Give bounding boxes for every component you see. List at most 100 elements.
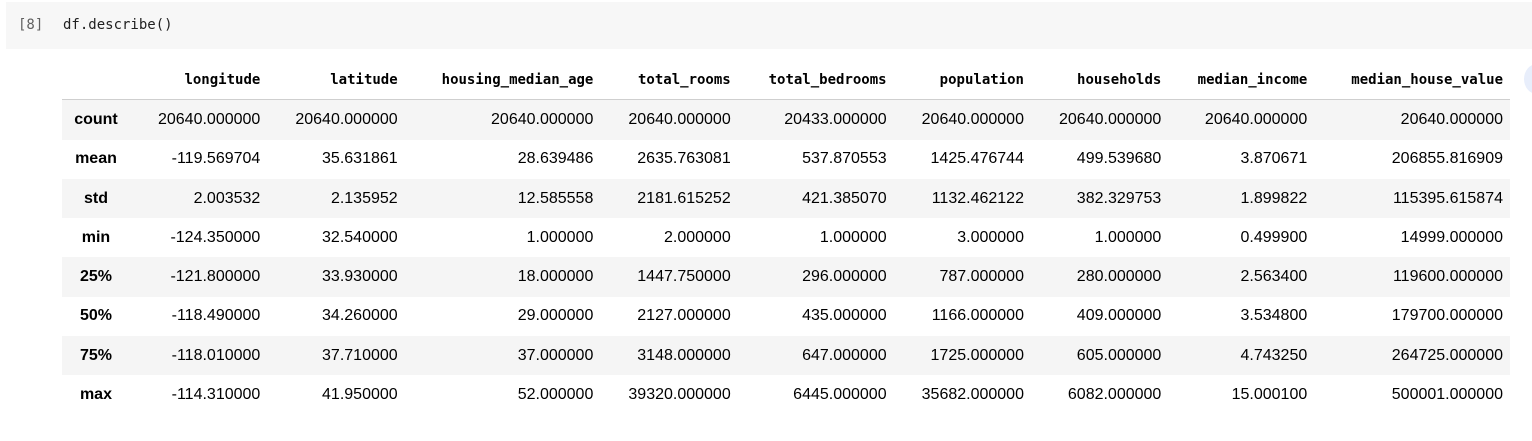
table-cell: 179700.000000 <box>1391 307 1503 325</box>
table-cell: 20640.000000 <box>1400 110 1503 128</box>
row-label: count <box>74 110 118 128</box>
table-cell: 280.000000 <box>1076 268 1162 286</box>
table-cell: 20640.000000 <box>157 110 261 128</box>
column-header: housing_median_age <box>404 60 601 101</box>
table-cell: 500001.000000 <box>1391 386 1503 404</box>
table-cell: 34.260000 <box>322 307 398 325</box>
column-header: households <box>1030 60 1169 101</box>
table-row: 50% -118.490000 34.260000 29.000000 2127.000… <box>62 297 1510 336</box>
table-cell: 119600.000000 <box>1392 268 1503 286</box>
table-cell: 29.000000 <box>517 307 594 325</box>
output-action-button[interactable] <box>1524 64 1532 94</box>
table-row: count 20640.000000 20640.000000 20640.00000… <box>62 99 1510 140</box>
table-cell: 605.000000 <box>1076 346 1162 364</box>
column-header: population <box>893 60 1031 101</box>
table-cell: -114.310000 <box>171 386 261 404</box>
table-cell: 35.631861 <box>322 150 398 168</box>
table-cell: 2.000000 <box>663 228 731 246</box>
table-cell: 382.329753 <box>1076 189 1162 207</box>
describe-table: longitude latitude housing_median_age total… <box>62 60 1510 415</box>
table-cell: 3148.000000 <box>637 346 731 364</box>
table-cell: 20640.000000 <box>1204 110 1308 128</box>
table-cell: 2.135952 <box>330 189 398 207</box>
table-cell: 6445.000000 <box>793 386 887 404</box>
table-cell: 296.000000 <box>802 268 887 286</box>
table-cell: 20640.000000 <box>1059 110 1162 128</box>
column-header: median_income <box>1168 60 1315 101</box>
table-cell: 15.000100 <box>1231 386 1308 404</box>
column-header: latitude <box>267 60 405 101</box>
table-cell: -124.350000 <box>170 228 261 246</box>
table-cell: 3.000000 <box>957 228 1024 246</box>
table-cell: 647.000000 <box>802 346 887 364</box>
table-cell: 2.563400 <box>1240 268 1308 286</box>
table-cell: 499.539680 <box>1076 150 1162 168</box>
table-row: std 2.003532 2.135952 12.585558 2181.615252 4… <box>62 178 1510 219</box>
table-cell: 20640.000000 <box>628 110 731 128</box>
table-cell: 409.000000 <box>1076 307 1162 325</box>
column-header: total_rooms <box>600 60 738 101</box>
table-cell: 4.743250 <box>1240 346 1308 364</box>
table-cell: 18.000000 <box>517 268 594 286</box>
table-cell: 1132.462122 <box>931 189 1024 207</box>
table-row: min -124.350000 32.540000 1.000000 2.000000 1… <box>62 218 1510 257</box>
table-cell: 6082.000000 <box>1067 386 1162 404</box>
execution-count: [8] <box>18 17 44 33</box>
table-cell: -121.800000 <box>170 268 261 286</box>
table-cell: 37.000000 <box>517 346 594 364</box>
table-cell: 0.499900 <box>1240 228 1308 246</box>
table-cell: 2635.763081 <box>637 150 731 168</box>
table-cell: 115395.615874 <box>1392 189 1503 207</box>
table-cell: 37.710000 <box>322 346 398 364</box>
table-cell: 2127.000000 <box>637 307 731 325</box>
column-header: total_bedrooms <box>737 60 894 101</box>
table-cell: 28.639486 <box>517 150 594 168</box>
table-row: 25% -121.800000 33.930000 18.000000 1447.750… <box>62 257 1510 297</box>
table-cell: -118.490000 <box>171 307 261 325</box>
table-cell: 206855.816909 <box>1391 150 1503 168</box>
table-cell: 41.950000 <box>322 386 398 404</box>
table-cell: 1725.000000 <box>930 346 1024 364</box>
table-cell: 20640.000000 <box>295 110 398 128</box>
row-label: 50% <box>79 307 112 325</box>
table-cell: 1447.750000 <box>637 268 731 286</box>
row-label: 75% <box>79 346 112 364</box>
table-cell: 264725.000000 <box>1391 346 1503 364</box>
table-cell: -119.569704 <box>171 150 261 168</box>
table-cell: 1.000000 <box>526 228 594 246</box>
table-cell: 2181.615252 <box>637 189 731 207</box>
table-cell: 52.000000 <box>517 386 594 404</box>
row-label: mean <box>75 150 117 168</box>
column-header: median_house_value <box>1314 60 1510 101</box>
table-cell: 14999.000000 <box>1400 228 1503 246</box>
table-cell: 39320.000000 <box>628 386 731 404</box>
table-cell: -118.010000 <box>171 346 261 364</box>
table-cell: 1166.000000 <box>931 307 1024 325</box>
table-row: mean -119.569704 35.631861 28.639486 2635.76… <box>62 140 1510 179</box>
table-cell: 12.585558 <box>517 189 594 207</box>
table-cell: 537.870553 <box>802 150 887 168</box>
code-text[interactable]: df.describe() <box>63 17 173 33</box>
table-cell: 421.385070 <box>802 189 887 207</box>
table-cell: 1.000000 <box>819 228 887 246</box>
row-label: max <box>79 386 112 404</box>
table-cell: 33.930000 <box>322 268 398 286</box>
row-label: 25% <box>79 268 112 286</box>
table-cell: 2.003532 <box>193 189 261 207</box>
table-cell: 3.870671 <box>1240 150 1308 168</box>
table-cell: 3.534800 <box>1240 307 1308 325</box>
column-header: longitude <box>129 60 268 101</box>
table-cell: 435.000000 <box>802 307 887 325</box>
table-cell: 1425.476744 <box>930 150 1024 168</box>
table-cell: 35682.000000 <box>921 386 1024 404</box>
header-row: longitude latitude housing_median_age total… <box>62 60 1510 101</box>
table-cell: 20640.000000 <box>921 110 1024 128</box>
row-label: std <box>83 189 108 207</box>
table-cell: 1.000000 <box>1094 228 1162 246</box>
table-cell: 787.000000 <box>939 268 1024 286</box>
code-cell[interactable] <box>6 2 1532 49</box>
table-cell: 20640.000000 <box>491 110 594 128</box>
table-row: max -114.310000 41.950000 52.000000 39320.00… <box>62 375 1510 414</box>
corner-cell <box>62 60 130 101</box>
row-label: min <box>81 228 111 246</box>
